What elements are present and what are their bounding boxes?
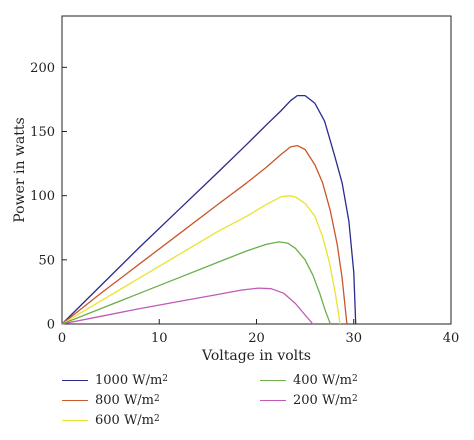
legend-swatch [62,419,88,421]
legend-label: 200 W/m [293,392,353,408]
legend-item: 600 W/m 2 [62,410,160,430]
x-tick-label: 20 [248,331,265,346]
legend-label-superscript: 2 [352,394,358,404]
series-line-2 [61,195,341,325]
legend-label-superscript: 2 [154,414,160,424]
legend-swatch [62,379,88,381]
legend-label-superscript: 2 [162,374,169,384]
series-line-1 [61,144,348,325]
series-line-4 [61,287,314,325]
legend-swatch [260,399,286,401]
x-tick-label: 30 [345,331,362,346]
x-tick-label: 10 [151,331,168,346]
legend-label: 600 W/m [95,412,155,428]
series-line-3 [61,241,332,325]
legend-label-superscript: 2 [154,394,160,404]
y-tick-label: 150 [30,125,55,140]
y-axis-title: Power in watts [12,117,28,222]
legend-item: 1000 W/m 2 [62,370,168,390]
y-tick-label: 50 [38,253,55,268]
legend-item: 200 W/m 2 [260,390,358,410]
y-tick-label: 200 [30,61,55,76]
y-tick-label: 0 [47,318,55,333]
legend-label-superscript: 2 [352,374,358,384]
legend-swatch [260,379,286,381]
y-tick-label: 100 [30,189,55,204]
legend-label: 800 W/m [95,392,155,408]
legend-item: 400 W/m 2 [260,370,358,390]
legend-item: 800 W/m 2 [62,390,160,410]
series-line-0 [61,94,357,325]
x-axis-title: Voltage in volts [201,348,311,364]
legend: 1000 W/m 2 800 W/m 2 600 W/m 2 400 W/m 2 200 W/m… [62,370,362,436]
x-tick-label: 0 [58,331,66,346]
legend-label: 400 W/m [293,372,353,388]
series-lines [61,94,357,325]
axis-ticks: 0 10 20 30 40 0 50 100 150 200 [30,61,459,346]
power-voltage-chart: 0 10 20 30 40 0 50 100 150 200 Voltage in volts P… [12,15,459,364]
legend-swatch [62,399,88,401]
x-tick-label: 40 [443,331,460,346]
legend-label: 1000 W/m [95,372,163,388]
